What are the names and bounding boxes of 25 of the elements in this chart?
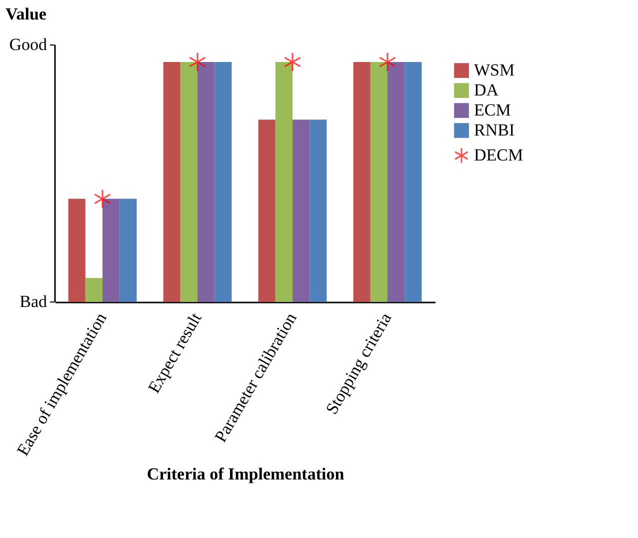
bar [180,62,198,302]
legend-label: DA [474,80,500,100]
bar [388,62,405,302]
legend-label: DECM [474,146,524,164]
legend-label: WSM [474,60,515,80]
bar [370,62,388,302]
text: Bad [20,292,48,311]
bar [214,62,232,302]
y-axis-title: Value [6,4,47,24]
bar [102,198,120,302]
bar [163,62,180,302]
bar [275,62,292,302]
bar [68,198,86,302]
bar [292,120,310,302]
bar [198,62,215,302]
bar [353,62,370,302]
bar [85,278,102,302]
text: Good [9,35,48,54]
legend-label: RNBI [474,120,515,140]
bar [404,62,422,302]
bar [120,198,137,302]
bar [258,120,276,302]
bar [310,120,327,302]
x-axis-title: Criteria of Implementation [146,464,345,484]
legend-label: ECM [474,100,511,120]
